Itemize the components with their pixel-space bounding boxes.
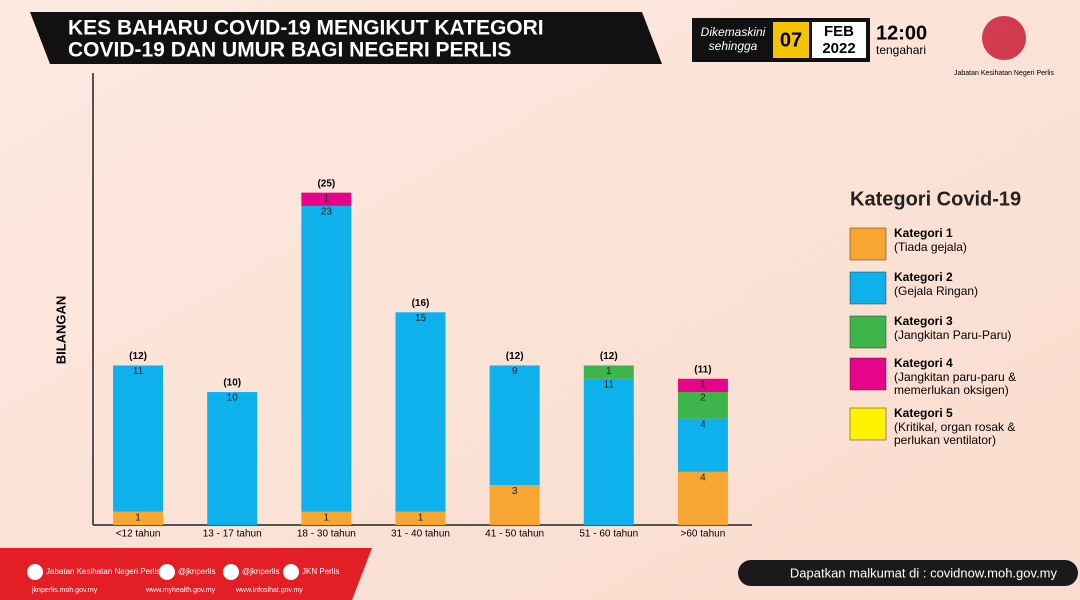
site: www.myhealth.gov.my [145,587,216,594]
year: 2022 [822,40,855,57]
legend-label: Kategori 2 [894,270,953,284]
social-handle: JKN Perlis [302,567,339,576]
social-handle: Jabatan Kesihatan Negeri Perlis [46,567,160,576]
legend-description: (Jangkitan paru-paru & [894,370,1016,384]
legend-description: perlukan ventilator) [894,433,996,447]
segment-label: 4 [700,472,706,483]
social-icon [27,564,43,580]
total-label: (16) [412,298,430,309]
segment-label: 1 [700,379,706,390]
bar-segment [677,392,728,419]
time: 12:00 [876,22,927,44]
bar-segment [583,378,634,525]
legend-swatch [849,407,887,441]
bar-segment [677,471,728,525]
social-icon [159,564,175,580]
legend-label: Kategori 5 [894,406,953,420]
bar-segment [395,511,446,525]
social-handle: @jknperlis [178,567,215,576]
bar-segment [583,365,634,379]
day: 07 [780,29,802,51]
bar-segment [301,205,352,512]
legend-description: (Jangkitan Paru-Paru) [894,328,1011,342]
bar-segment [113,511,164,525]
segment-label: 11 [604,379,615,390]
x-tick-label: 31 - 40 tahun [391,529,450,540]
segment-label: 1 [324,193,330,204]
social-handle: @jknperlis [242,567,279,576]
segment-label: 1 [606,366,612,377]
total-label: (12) [506,351,524,362]
social-icon [283,564,299,580]
site: www.infosihat.gov.my [235,587,303,594]
month-box [812,22,866,58]
site: jknperlis.moh.gov.my [31,587,98,594]
legend-swatch [849,315,887,349]
period: tengahari [876,43,926,57]
agency: Jabatan Kesihatan Negeri Perlis [954,70,1055,77]
segment-label: 9 [512,366,518,377]
total-label: (12) [129,351,147,362]
legend-label: Kategori 3 [894,314,953,328]
x-tick-label: 51 - 60 tahun [579,529,638,540]
total-label: (10) [223,378,241,389]
legend-description: memerlukan oksigen) [894,383,1009,397]
segment-label: 4 [700,419,706,430]
segment-label: 3 [512,486,518,497]
segment-label: 10 [227,393,239,404]
bar-segment [489,485,540,525]
segment-label: 1 [135,512,141,523]
x-tick-label: 13 - 17 tahun [203,529,262,540]
x-tick-label: >60 tahun [681,529,726,540]
segment-label: 2 [700,393,706,404]
title-line: COVID-19 DAN UMUR BAGI NEGERI PERLIS [68,39,511,62]
bar-segment [207,392,258,525]
legend-swatch [849,227,887,261]
legend-title: Kategori Covid-19 [850,188,1021,210]
segment-label: 23 [321,207,333,218]
legend-label: Kategori 1 [894,226,953,240]
legend-description: (Gejala Ringan) [894,284,978,298]
title-box [30,12,662,64]
legend-description: (Tiada gejala) [894,240,967,254]
total-label: (11) [694,364,711,375]
title-line: KES BAHARU COVID-19 MENGIKUT KATEGORI [68,17,544,40]
total-label: (25) [317,178,335,189]
updated-label: sehingga [709,39,758,53]
x-tick-label: 41 - 50 tahun [485,529,544,540]
bar-segment [489,365,540,486]
bar-segment [301,192,352,206]
bar-segment [301,511,352,525]
bar-segment [395,312,446,512]
month: FEB [824,23,854,40]
legend-description: (Kritikal, organ rosak & [894,420,1015,434]
social-icon [223,564,239,580]
day-box [773,22,809,58]
footer-band [0,548,372,600]
total-label: (12) [600,351,618,362]
y-axis-label: BILANGAN [53,296,68,365]
segment-label: 11 [133,366,144,377]
legend-swatch [849,357,887,391]
bar-segment [677,378,728,393]
emblem [982,16,1026,60]
x-tick-label: <12 tahun [116,529,161,540]
bar-segment [113,365,164,512]
bar-segment [677,418,728,472]
info-pill [738,560,1078,586]
info-text: Dapatkan malkumat di : covidnow.moh.gov.… [790,565,1058,580]
segment-label: 1 [418,512,424,523]
legend-label: Kategori 4 [894,356,953,370]
segment-label: 15 [415,313,427,324]
updated-label: Dikemaskini [701,25,766,39]
segment-label: 1 [324,512,330,523]
legend-swatch [849,271,887,305]
x-tick-label: 18 - 30 tahun [297,529,356,540]
